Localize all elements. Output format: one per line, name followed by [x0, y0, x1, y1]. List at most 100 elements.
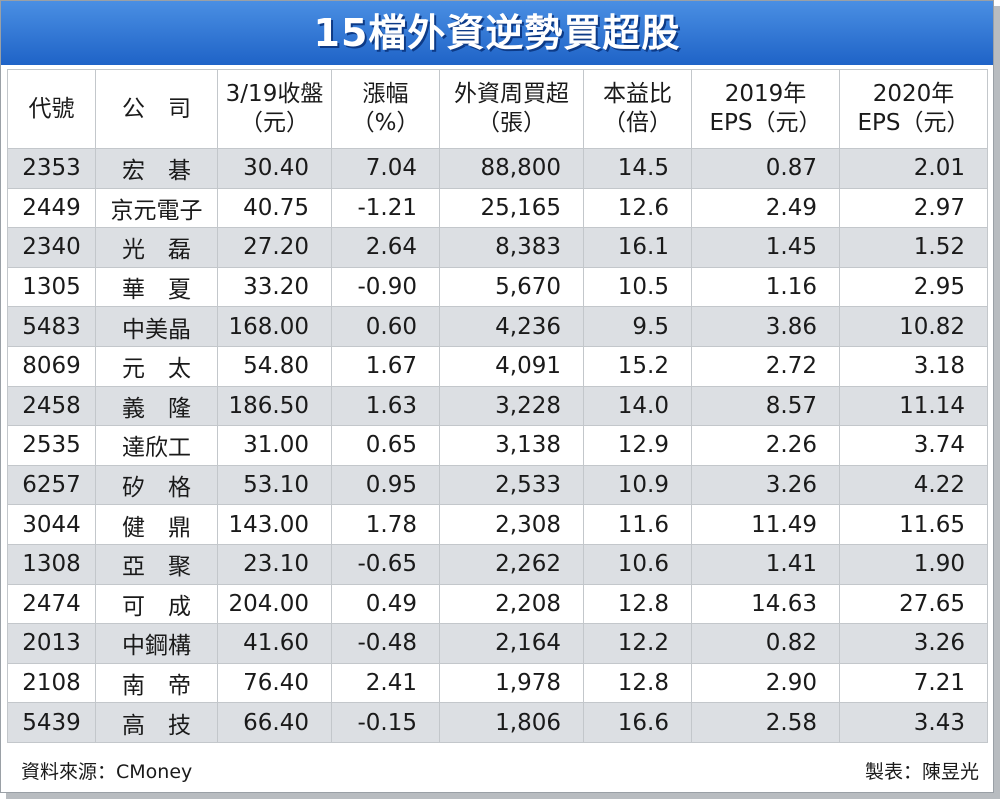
- table-row: 2108 南 帝 76.40 2.41 1,978 12.8 2.90 7.21: [7, 662, 988, 704]
- cell-change: 2.41: [331, 662, 440, 704]
- cell-eps-2019: 8.57: [691, 385, 840, 427]
- cell-pe-ratio: 10.9: [583, 464, 692, 506]
- cell-foreign-buy: 2,208: [439, 583, 584, 625]
- cell-eps-2019: 0.87: [691, 148, 840, 189]
- stock-table: 代號 公 司 3/19收盤 （元） 漲幅 （%） 外資周買超 （張） 本益比 （倍） 2…: [7, 69, 988, 743]
- cell-eps-2019: 1.16: [691, 266, 840, 308]
- table-body: 2353 宏 碁 30.40 7.04 88,800 14.5 0.87 2.01 2449 京元…: [7, 148, 988, 743]
- header-company: 公 司: [95, 69, 218, 149]
- cell-eps-2020: 1.90: [839, 543, 988, 585]
- cell-company: 中美晶: [95, 306, 218, 347]
- cell-company: 可 成: [95, 583, 218, 625]
- title-banner: 15檔外資逆勢買超股: [1, 1, 993, 65]
- cell-pe-ratio: 12.2: [583, 623, 692, 664]
- cell-company: 元 太: [95, 345, 218, 387]
- cell-company: 亞 聚: [95, 543, 218, 585]
- cell-code: 5483: [7, 306, 96, 347]
- cell-eps-2020: 2.95: [839, 266, 988, 308]
- header-foreign-buy: 外資周買超 （張）: [439, 69, 584, 149]
- cell-foreign-buy: 3,228: [439, 385, 584, 427]
- cell-close-price: 23.10: [217, 543, 332, 585]
- cell-eps-2020: 1.52: [839, 227, 988, 268]
- cell-eps-2020: 11.14: [839, 385, 988, 427]
- cell-foreign-buy: 4,091: [439, 345, 584, 387]
- table-row: 2449 京元電子 40.75 -1.21 25,165 12.6 2.49 2.97: [7, 187, 988, 229]
- cell-close-price: 41.60: [217, 623, 332, 664]
- table-row: 1305 華 夏 33.20 -0.90 5,670 10.5 1.16 2.95: [7, 266, 988, 308]
- cell-code: 2108: [7, 662, 96, 704]
- cell-close-price: 143.00: [217, 504, 332, 545]
- cell-company: 華 夏: [95, 266, 218, 308]
- table-row: 3044 健 鼎 143.00 1.78 2,308 11.6 11.49 11.65: [7, 504, 988, 545]
- cell-close-price: 40.75: [217, 187, 332, 229]
- cell-eps-2019: 2.72: [691, 345, 840, 387]
- cell-foreign-buy: 2,533: [439, 464, 584, 506]
- cell-eps-2020: 27.65: [839, 583, 988, 625]
- cell-foreign-buy: 4,236: [439, 306, 584, 347]
- cell-foreign-buy: 1,806: [439, 702, 584, 743]
- cell-code: 2340: [7, 227, 96, 268]
- cell-code: 2535: [7, 425, 96, 466]
- cell-close-price: 66.40: [217, 702, 332, 743]
- cell-change: -1.21: [331, 187, 440, 229]
- cell-code: 2353: [7, 148, 96, 189]
- cell-company: 中鋼構: [95, 623, 218, 664]
- cell-eps-2019: 1.45: [691, 227, 840, 268]
- cell-close-price: 54.80: [217, 345, 332, 387]
- cell-change: 1.67: [331, 345, 440, 387]
- cell-foreign-buy: 8,383: [439, 227, 584, 268]
- cell-code: 3044: [7, 504, 96, 545]
- cell-pe-ratio: 12.8: [583, 583, 692, 625]
- cell-eps-2020: 2.97: [839, 187, 988, 229]
- cell-code: 8069: [7, 345, 96, 387]
- cell-company: 健 鼎: [95, 504, 218, 545]
- table-row: 5439 高 技 66.40 -0.15 1,806 16.6 2.58 3.43: [7, 702, 988, 743]
- cell-company: 南 帝: [95, 662, 218, 704]
- cell-pe-ratio: 12.6: [583, 187, 692, 229]
- cell-eps-2019: 2.26: [691, 425, 840, 466]
- cell-eps-2019: 3.26: [691, 464, 840, 506]
- cell-close-price: 30.40: [217, 148, 332, 189]
- cell-pe-ratio: 10.6: [583, 543, 692, 585]
- cell-change: 0.65: [331, 425, 440, 466]
- header-pe-ratio: 本益比 （倍）: [583, 69, 692, 149]
- header-row: 代號 公 司 3/19收盤 （元） 漲幅 （%） 外資周買超 （張） 本益比 （倍） 2…: [7, 69, 988, 149]
- maker-note: 製表：陳昱光: [864, 761, 979, 783]
- header-eps-2020: 2020年 EPS（元）: [839, 69, 988, 149]
- cell-company: 義 隆: [95, 385, 218, 427]
- cell-eps-2020: 11.65: [839, 504, 988, 545]
- cell-close-price: 204.00: [217, 583, 332, 625]
- cell-foreign-buy: 2,308: [439, 504, 584, 545]
- cell-code: 6257: [7, 464, 96, 506]
- cell-foreign-buy: 5,670: [439, 266, 584, 308]
- cell-eps-2020: 10.82: [839, 306, 988, 347]
- cell-code: 2474: [7, 583, 96, 625]
- table-row: 2474 可 成 204.00 0.49 2,208 12.8 14.63 27.65: [7, 583, 988, 625]
- cell-pe-ratio: 11.6: [583, 504, 692, 545]
- cell-close-price: 76.40: [217, 662, 332, 704]
- cell-pe-ratio: 14.0: [583, 385, 692, 427]
- cell-pe-ratio: 9.5: [583, 306, 692, 347]
- cell-eps-2020: 4.22: [839, 464, 988, 506]
- cell-foreign-buy: 1,978: [439, 662, 584, 704]
- cell-eps-2020: 7.21: [839, 662, 988, 704]
- source-note: 資料來源：CMoney: [21, 761, 193, 783]
- cell-eps-2019: 11.49: [691, 504, 840, 545]
- cell-foreign-buy: 88,800: [439, 148, 584, 189]
- cell-close-price: 33.20: [217, 266, 332, 308]
- cell-change: 0.49: [331, 583, 440, 625]
- cell-pe-ratio: 12.8: [583, 662, 692, 704]
- cell-foreign-buy: 2,164: [439, 623, 584, 664]
- cell-code: 1305: [7, 266, 96, 308]
- chart-title: 15檔外資逆勢買超股: [313, 11, 681, 55]
- cell-pe-ratio: 10.5: [583, 266, 692, 308]
- cell-eps-2019: 0.82: [691, 623, 840, 664]
- table-row: 2340 光 磊 27.20 2.64 8,383 16.1 1.45 1.52: [7, 227, 988, 268]
- cell-foreign-buy: 2,262: [439, 543, 584, 585]
- cell-close-price: 186.50: [217, 385, 332, 427]
- cell-company: 京元電子: [95, 187, 218, 229]
- cell-company: 矽 格: [95, 464, 218, 506]
- header-code: 代號: [7, 69, 96, 149]
- cell-foreign-buy: 25,165: [439, 187, 584, 229]
